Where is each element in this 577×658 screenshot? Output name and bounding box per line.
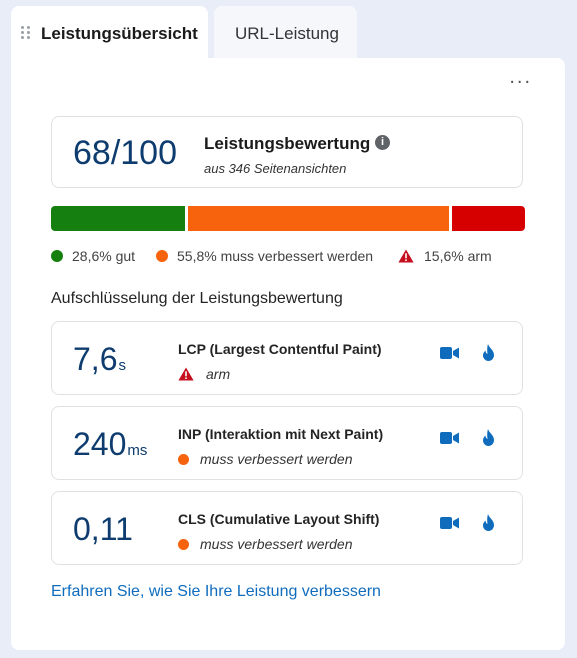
metric-status-label: arm [206, 366, 231, 382]
tab-url-leistung[interactable]: URL-Leistung [214, 6, 357, 62]
legend-poor-label: 15,6% arm [424, 248, 492, 264]
bar-segment-needs-improvement [188, 206, 449, 231]
orange-dot-icon [178, 538, 189, 550]
metric-name: LCP (Largest Contentful Paint) [178, 341, 382, 357]
metric-number: 240 [73, 426, 127, 462]
warning-icon [398, 249, 414, 263]
metric-status-label: muss verbessert werden [200, 451, 353, 467]
green-dot-icon [51, 250, 63, 262]
video-camera-icon[interactable] [440, 431, 459, 445]
more-options-button[interactable]: ... [509, 66, 532, 88]
score-subtitle: aus 346 Seitenansichten [204, 161, 347, 176]
tab-label: URL-Leistung [235, 24, 339, 43]
video-camera-icon[interactable] [440, 516, 459, 530]
metric-number: 7,6 [73, 341, 118, 377]
legend-good: 28,6% gut [51, 248, 135, 264]
legend-needs-improvement-label: 55,8% muss verbessert werden [177, 248, 374, 264]
metric-number: 0,11 [73, 511, 133, 547]
info-icon[interactable]: i [375, 135, 390, 150]
legend-needs-improvement: 55,8% muss verbessert werden [156, 248, 373, 264]
tab-label: Leistungsübersicht [41, 24, 198, 43]
breakdown-title: Aufschlüsselung der Leistungsbewertung [51, 290, 343, 307]
metric-status: muss verbessert werden [178, 451, 353, 467]
legend-good-label: 28,6% gut [72, 248, 136, 264]
metric-status: arm [178, 366, 230, 382]
tab-leistungsuebersicht[interactable]: Leistungsübersicht [11, 6, 208, 62]
flame-icon[interactable] [482, 514, 495, 531]
metric-name: CLS (Cumulative Layout Shift) [178, 511, 380, 527]
metric-name: INP (Interaktion mit Next Paint) [178, 426, 384, 442]
bar-segment-poor [452, 206, 525, 231]
video-camera-icon[interactable] [440, 346, 459, 360]
metric-value: 7,6s [73, 341, 126, 378]
legend-poor: 15,6% arm [398, 248, 492, 264]
distribution-bar [51, 206, 525, 231]
metric-card-lcp: 7,6s LCP (Largest Contentful Paint) arm [51, 321, 523, 395]
performance-card: ... 68/100 Leistungsbewertung i aus 346 … [11, 58, 565, 650]
warning-icon [178, 367, 194, 381]
metric-unit: ms [127, 442, 148, 459]
learn-more-link[interactable]: Erfahren Sie, wie Sie Ihre Leistung verb… [51, 583, 381, 600]
metric-value: 0,11 [73, 511, 134, 548]
score-title: Leistungsbewertung [204, 134, 371, 153]
score-value: 68/100 [73, 134, 177, 172]
flame-icon[interactable] [482, 344, 495, 361]
metric-value: 240ms [73, 426, 147, 463]
metric-card-inp: 240ms INP (Interaktion mit Next Paint) m… [51, 406, 523, 480]
orange-dot-icon [156, 250, 168, 262]
metric-status-label: muss verbessert werden [200, 536, 353, 552]
bar-segment-good [51, 206, 185, 231]
orange-dot-icon [178, 453, 189, 465]
metric-status: muss verbessert werden [178, 536, 353, 552]
flame-icon[interactable] [482, 429, 495, 446]
metric-unit: s [118, 357, 126, 374]
score-summary: 68/100 Leistungsbewertung i aus 346 Seit… [51, 116, 523, 188]
metric-card-cls: 0,11 CLS (Cumulative Layout Shift) muss … [51, 491, 523, 565]
drag-handle-icon[interactable] [21, 26, 31, 40]
